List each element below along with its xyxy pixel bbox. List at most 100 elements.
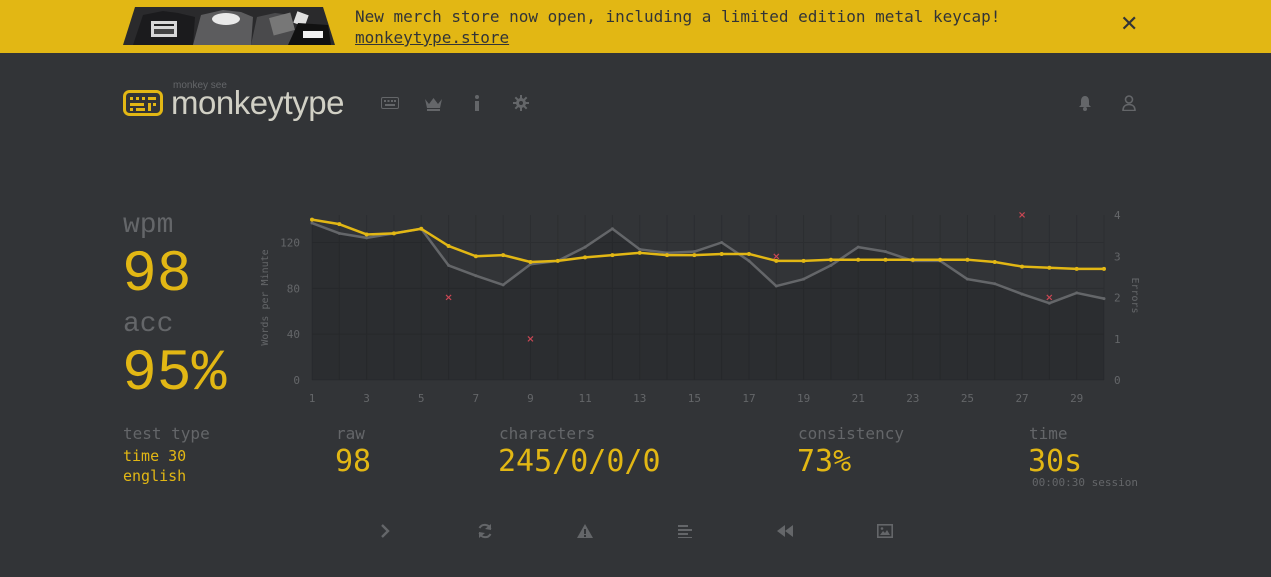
crown-icon[interactable] bbox=[423, 93, 443, 113]
words-history-icon[interactable] bbox=[675, 521, 695, 541]
wpm-series-point bbox=[473, 254, 478, 259]
screenshot-icon[interactable] bbox=[875, 521, 895, 541]
wpm-series-point bbox=[828, 257, 833, 262]
wpm-series-point bbox=[610, 253, 615, 258]
wpm-series-point bbox=[801, 258, 806, 263]
report-icon[interactable] bbox=[575, 521, 595, 541]
wpm-series-point bbox=[910, 257, 915, 262]
banner-text: New merch store now open, including a li… bbox=[355, 6, 1000, 48]
wpm-series-line bbox=[311, 218, 1104, 271]
wpm-series-point bbox=[746, 251, 751, 256]
time-value: 30s bbox=[1028, 444, 1083, 479]
merch-store-link[interactable]: monkeytype.store bbox=[355, 28, 510, 47]
raw-series-point bbox=[337, 231, 341, 235]
y2-tick-label: 3 bbox=[1114, 250, 1121, 263]
raw-series-point bbox=[774, 284, 778, 288]
announcement-banner: New merch store now open, including a li… bbox=[0, 0, 1271, 53]
keyboard-logo-icon bbox=[123, 90, 163, 116]
wpm-series-point bbox=[856, 257, 861, 262]
wpm-chart: ×××××1 3 5 7 9 11 13 15 17 19 21 23 25 27 290408012001… bbox=[260, 209, 1140, 405]
user-icon[interactable] bbox=[1119, 93, 1139, 113]
wpm-series-point bbox=[938, 257, 943, 262]
wpm-series-point bbox=[310, 217, 314, 222]
test-type-label: test type bbox=[123, 424, 210, 443]
raw-series-point bbox=[829, 263, 833, 267]
wpm-series-point bbox=[419, 226, 424, 231]
x-tick-label: 1 bbox=[309, 392, 316, 405]
x-tick-label: 3 bbox=[363, 392, 370, 405]
gear-icon[interactable] bbox=[511, 93, 531, 113]
x-tick-label: 7 bbox=[473, 392, 480, 405]
raw-series-point bbox=[993, 282, 997, 286]
wpm-series-point bbox=[583, 255, 588, 260]
replay-icon[interactable] bbox=[775, 521, 795, 541]
raw-series-point bbox=[1102, 297, 1106, 301]
wpm-series-point bbox=[665, 253, 670, 258]
y-tick-label: 120 bbox=[280, 237, 300, 250]
wpm-series-point bbox=[1102, 266, 1106, 271]
y2-axis-label: Errors bbox=[1129, 277, 1140, 313]
raw-series-point bbox=[747, 259, 751, 263]
wpm-series-point bbox=[992, 259, 997, 264]
raw-series-point bbox=[638, 247, 642, 251]
wpm-series-point bbox=[1020, 264, 1025, 269]
wpm-series-point bbox=[446, 243, 451, 248]
wpm-series-point bbox=[337, 222, 342, 227]
characters-label: characters bbox=[499, 424, 596, 443]
info-icon[interactable] bbox=[467, 93, 487, 113]
x-tick-label: 21 bbox=[852, 392, 865, 405]
wpm-series-point bbox=[774, 258, 779, 263]
test-type-language: english bbox=[123, 467, 187, 485]
raw-series-area bbox=[312, 223, 1104, 380]
bell-icon[interactable] bbox=[1075, 93, 1095, 113]
wpm-series-point bbox=[883, 257, 888, 262]
raw-series-point bbox=[802, 277, 806, 281]
y-axis-label: Words per Minute bbox=[260, 249, 271, 345]
raw-series-line bbox=[311, 221, 1105, 305]
raw-series-point bbox=[610, 227, 614, 231]
time-label: time bbox=[1029, 424, 1068, 443]
wpm-series-point bbox=[391, 231, 396, 236]
x-tick-label: 27 bbox=[1015, 392, 1028, 405]
consistency-label: consistency bbox=[798, 424, 904, 443]
logo[interactable]: monkey see monkeytype bbox=[123, 78, 368, 122]
raw-series-point bbox=[583, 245, 587, 249]
y-tick-label: 80 bbox=[287, 282, 300, 295]
x-tick-label: 13 bbox=[633, 392, 646, 405]
x-tick-label: 25 bbox=[961, 392, 974, 405]
wpm-series-point bbox=[364, 232, 369, 237]
raw-series-point bbox=[310, 221, 314, 225]
y2-tick-label: 4 bbox=[1114, 209, 1121, 222]
consistency-value: 73% bbox=[797, 444, 852, 479]
acc-label: acc bbox=[123, 309, 174, 340]
next-test-icon[interactable] bbox=[375, 521, 395, 541]
raw-series-point bbox=[856, 245, 860, 249]
wpm-series-point bbox=[965, 257, 970, 262]
merch-image bbox=[123, 7, 335, 45]
error-marker: × bbox=[444, 293, 452, 304]
logo-title: monkeytype bbox=[171, 84, 344, 121]
wpm-series-point bbox=[692, 253, 697, 258]
raw-series-point bbox=[692, 250, 696, 254]
y-tick-label: 0 bbox=[293, 374, 300, 387]
raw-series-point bbox=[365, 236, 369, 240]
x-tick-label: 15 bbox=[688, 392, 701, 405]
test-type-mode: time 30 bbox=[123, 447, 187, 465]
keyboard-icon[interactable] bbox=[380, 93, 400, 113]
wpm-label: wpm bbox=[123, 210, 174, 241]
acc-value: 95% bbox=[122, 342, 227, 407]
x-tick-label: 17 bbox=[742, 392, 755, 405]
restart-icon[interactable] bbox=[475, 521, 495, 541]
error-marker: × bbox=[772, 251, 780, 262]
error-marker: × bbox=[1018, 210, 1026, 221]
banner-message: New merch store now open, including a li… bbox=[355, 7, 1001, 26]
wpm-series-point bbox=[637, 250, 642, 255]
error-marker: × bbox=[526, 334, 534, 345]
raw-series-point bbox=[1020, 292, 1024, 296]
raw-series-point bbox=[884, 250, 888, 254]
raw-series-point bbox=[965, 277, 969, 281]
y2-tick-label: 1 bbox=[1114, 333, 1121, 346]
close-icon[interactable]: ✕ bbox=[1120, 12, 1139, 37]
x-tick-label: 19 bbox=[797, 392, 810, 405]
raw-series-point bbox=[447, 263, 451, 267]
